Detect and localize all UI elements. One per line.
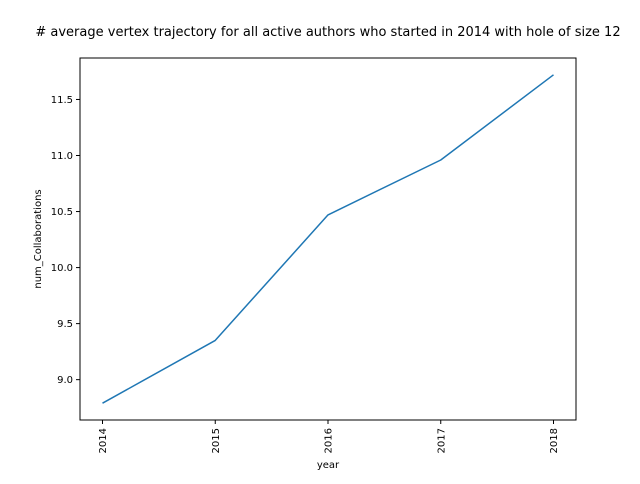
y-axis: 9.0 9.5 10.0 10.5 11.0 11.5 <box>51 95 80 386</box>
y-tick-label: 9.0 <box>57 375 73 386</box>
x-tick-label: 2016 <box>324 428 335 453</box>
y-axis-label: num_Collaborations <box>33 189 44 288</box>
series-line <box>102 74 554 404</box>
x-tick-label: 2015 <box>211 428 222 453</box>
y-tick-label: 10.0 <box>51 263 73 274</box>
x-tick-label: 2014 <box>98 428 109 453</box>
y-tick-label: 11.5 <box>51 95 73 106</box>
x-tick-label: 2018 <box>549 428 560 453</box>
y-tick-label: 10.5 <box>51 207 73 218</box>
y-tick-label: 9.5 <box>57 319 73 330</box>
chart-title: # average vertex trajectory for all acti… <box>35 25 620 40</box>
y-tick-label: 11.0 <box>51 151 73 162</box>
x-axis: 2014 2015 2016 2017 2018 <box>98 420 560 453</box>
plot-frame <box>79 57 577 421</box>
plot-area <box>102 74 554 404</box>
x-tick-label: 2017 <box>436 428 447 453</box>
x-axis-label: year <box>317 460 340 471</box>
